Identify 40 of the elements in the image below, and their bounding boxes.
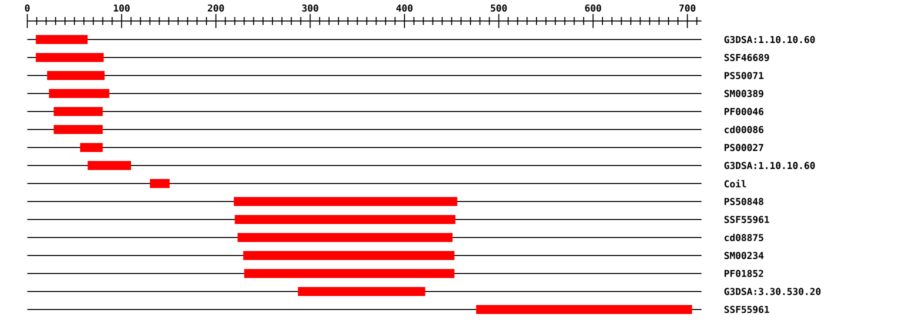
x-tick-label: 300: [302, 4, 318, 12]
bar: [54, 125, 103, 134]
y-tick-label: PS50071: [724, 72, 764, 80]
x-tick-label: 400: [396, 4, 412, 12]
y-tick-label: cd00086: [724, 126, 764, 134]
bar: [243, 250, 454, 260]
bar: [150, 179, 170, 188]
bar: [80, 143, 103, 152]
x-tick-label: 100: [114, 4, 130, 12]
y-tick-label: PS00027: [724, 144, 764, 152]
y-tick-label: G3DSA:3.30.530.20: [724, 288, 821, 296]
y-tick-label: SSF46689: [724, 54, 770, 62]
y-tick-label: Coil: [724, 180, 746, 188]
y-tick-label: SSF55961: [724, 306, 770, 314]
bar: [54, 107, 103, 116]
x-tick-label: 500: [490, 4, 507, 12]
bar: [234, 196, 458, 206]
bar: [48, 89, 110, 98]
x-tick-label: 0: [25, 4, 30, 12]
bar: [244, 268, 454, 278]
bar: [88, 161, 132, 170]
bar: [36, 53, 104, 62]
y-tick-label: cd08875: [724, 234, 764, 242]
y-tick-label: PS50848: [724, 198, 764, 206]
x-tick-label: 200: [208, 4, 224, 12]
y-tick-label: SSF55961: [724, 216, 770, 224]
y-tick-label: SM00234: [724, 252, 764, 260]
x-tick-label: 700: [679, 4, 696, 12]
y-tick-label: G3DSA:1.10.10.60: [724, 36, 815, 44]
bar: [234, 214, 456, 224]
y-tick-label: PF01852: [724, 270, 764, 278]
y-tick-label: G3DSA:1.10.10.60: [724, 162, 815, 170]
x-tick-label: 600: [585, 4, 602, 12]
bar: [298, 286, 426, 296]
y-tick-label: SM00389: [724, 90, 764, 98]
bar: [238, 232, 453, 242]
bar: [36, 35, 88, 44]
y-tick-label: PF00046: [724, 108, 764, 116]
bar: [476, 304, 692, 314]
bar: [47, 71, 105, 80]
